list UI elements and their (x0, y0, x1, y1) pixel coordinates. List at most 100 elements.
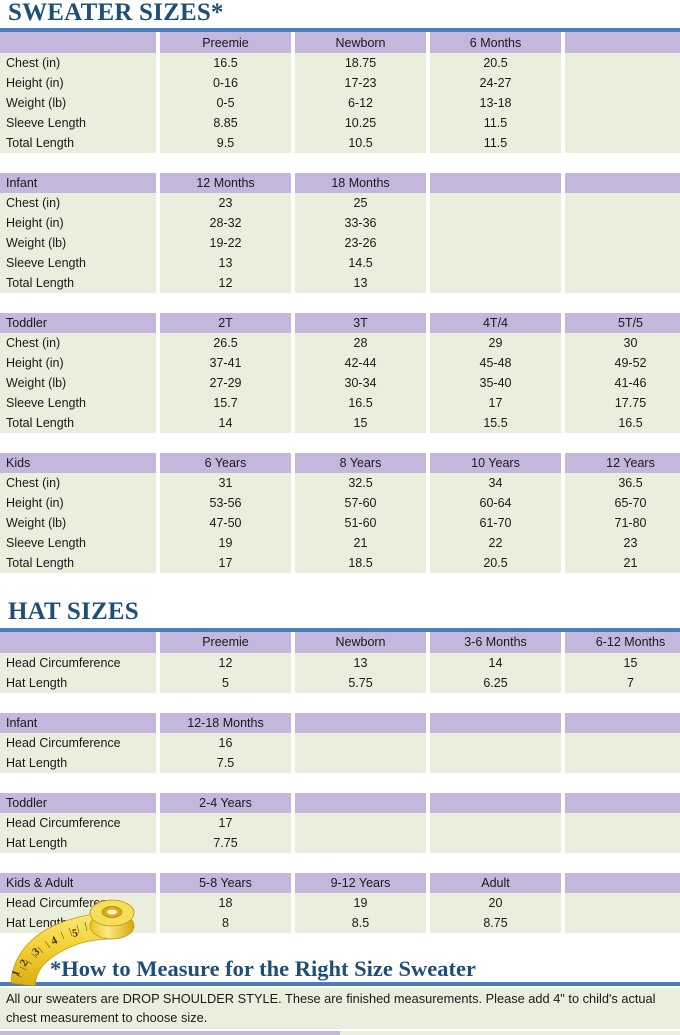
sweater-row: Weight (lb) 47-50 51-60 61-70 71-80 (0, 513, 680, 534)
size-column-header (565, 173, 680, 194)
size-column-header: 10 Years (430, 453, 561, 474)
measurement-value: 7.5 (160, 752, 291, 773)
measurement-value: 13-18 (430, 93, 561, 114)
hat-title-rule (0, 627, 680, 632)
measurement-value: 8.85 (160, 113, 291, 134)
sweater-row: Chest (in) 26.5 28 29 30 (0, 333, 680, 354)
measurement-value: 0-5 (160, 93, 291, 114)
measurement-value: 17 (430, 393, 561, 414)
measurement-label: Sleeve Length (0, 533, 156, 554)
hat-row: Head Circumference 16 (0, 732, 680, 753)
sweater-group-header-row: Toddler 2T 3T 4T/4 5T/5 (0, 313, 680, 334)
size-column-header (295, 792, 426, 813)
measurement-value: 8 (160, 912, 291, 933)
how-to-measure-title: *How to Measure for the Right Size Sweat… (50, 955, 476, 981)
measurement-label: Chest (in) (0, 193, 156, 214)
measurement-value: 14.5 (295, 253, 426, 274)
group-label (0, 32, 156, 54)
measurement-value: 12 (160, 273, 291, 294)
measurement-value: 24-27 (430, 73, 561, 94)
measurement-label: Weight (lb) (0, 513, 156, 534)
size-column-header (565, 712, 680, 733)
measurement-value: 29 (430, 333, 561, 354)
measurement-value: 26.5 (160, 333, 291, 354)
sweater-row: Total Length 17 18.5 20.5 21 (0, 553, 680, 574)
measurement-value: 20.5 (430, 53, 561, 74)
size-column-header: 12 Months (160, 173, 291, 194)
measurement-value: 18 (160, 892, 291, 913)
measurement-value: 23 (565, 533, 680, 554)
size-column-header: 12 Years (565, 453, 680, 474)
measurement-label: Head Circumference (0, 732, 156, 753)
sweater-row: Height (in) 0-16 17-23 24-27 (0, 73, 680, 94)
measurement-value (430, 253, 561, 274)
hat-sizes-title: HAT SIZES (8, 598, 139, 626)
size-column-header: Newborn (295, 32, 426, 54)
measurement-value (565, 832, 680, 853)
measurement-value: 36.5 (565, 473, 680, 494)
measurement-value: 16.5 (160, 53, 291, 74)
row-spacer (0, 772, 680, 793)
measurement-value: 21 (295, 533, 426, 554)
measurement-value: 49-52 (565, 353, 680, 374)
sweater-row: Chest (in) 31 32.5 34 36.5 (0, 473, 680, 494)
measurement-value: 18.5 (295, 553, 426, 574)
sweater-row: Sleeve Length 13 14.5 (0, 253, 680, 274)
measurement-value: 60-64 (430, 493, 561, 514)
measurement-value: 22 (430, 533, 561, 554)
size-column-header: 2-4 Years (160, 792, 291, 813)
group-label: Infant (0, 173, 156, 194)
measurement-value (565, 133, 680, 154)
group-label: Toddler (0, 792, 156, 813)
sweater-row: Total Length 14 15 15.5 16.5 (0, 413, 680, 434)
measurement-value: 28-32 (160, 213, 291, 234)
measure-description: Measure around chest just under arms acr… (340, 1031, 680, 1035)
group-label (0, 631, 156, 653)
measurement-value: 7.75 (160, 832, 291, 853)
hat-row: Head Circumference 17 (0, 812, 680, 833)
measurement-value (565, 253, 680, 274)
measurement-label: Head Circumference (0, 812, 156, 833)
measurement-value (430, 752, 561, 773)
measurement-value: 51-60 (295, 513, 426, 534)
measurement-value (565, 812, 680, 833)
size-column-header (565, 872, 680, 893)
measurement-label: Weight (lb) (0, 93, 156, 114)
measurement-value (430, 193, 561, 214)
size-column-header: 3-6 Months (430, 631, 561, 653)
size-column-header: Preemie (160, 631, 291, 653)
measurement-value: 45-48 (430, 353, 561, 374)
measurement-value (430, 732, 561, 753)
size-column-header: 9-12 Years (295, 872, 426, 893)
measurement-value: 17 (160, 553, 291, 574)
row-spacer (0, 852, 680, 873)
sweater-row: Total Length 9.5 10.5 11.5 (0, 133, 680, 154)
measurement-value: 16.5 (295, 393, 426, 414)
measurement-label: Sleeve Length (0, 253, 156, 274)
hat-row: Hat Length 5 5.75 6.25 7 (0, 672, 680, 693)
sweater-row: Height (in) 28-32 33-36 (0, 213, 680, 234)
measurement-label: Chest (in) (0, 473, 156, 494)
hat-sizes-section: HAT SIZES Preemie Newborn 3-6 Months 6-12 M… (0, 598, 680, 933)
sweater-row: Sleeve Length 8.85 10.25 11.5 (0, 113, 680, 134)
svg-text:1: 1 (10, 968, 23, 978)
measurement-value (430, 213, 561, 234)
hat-group-header-row: Preemie Newborn 3-6 Months 6-12 Months (0, 631, 680, 653)
group-label: Toddler (0, 313, 156, 334)
measurement-value: 11.5 (430, 133, 561, 154)
measurement-value: 30-34 (295, 373, 426, 394)
measurement-value (565, 213, 680, 234)
measurement-value: 20.5 (430, 553, 561, 574)
measurement-value: 19 (295, 892, 426, 913)
measurement-label: Total Length (0, 273, 156, 294)
sweater-row: Height (in) 53-56 57-60 60-64 65-70 (0, 493, 680, 514)
sweater-group-header-row: Infant 12 Months 18 Months (0, 173, 680, 194)
measurement-value: 19 (160, 533, 291, 554)
size-column-header: 6-12 Months (565, 631, 680, 653)
measurement-value: 35-40 (430, 373, 561, 394)
measurement-value: 15 (295, 413, 426, 434)
sweater-row: Total Length 12 13 (0, 273, 680, 294)
measurement-value: 42-44 (295, 353, 426, 374)
measurement-label: Hat Length (0, 832, 156, 853)
